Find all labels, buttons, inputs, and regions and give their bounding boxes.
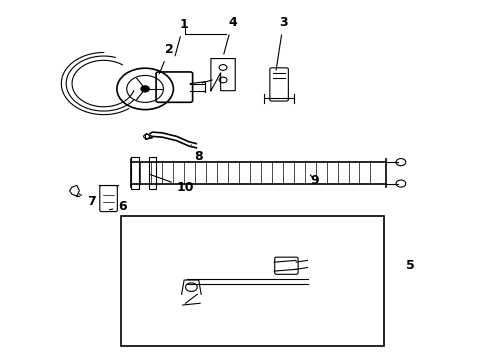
Text: 7: 7 bbox=[79, 194, 96, 208]
Text: 1: 1 bbox=[175, 18, 188, 56]
Text: 6: 6 bbox=[109, 201, 127, 213]
Text: 2: 2 bbox=[159, 43, 173, 74]
Text: 4: 4 bbox=[224, 17, 237, 54]
Text: 10: 10 bbox=[150, 175, 195, 194]
Bar bbox=[148, 157, 156, 189]
Text: 3: 3 bbox=[276, 17, 288, 70]
Text: 5: 5 bbox=[406, 259, 415, 272]
Bar bbox=[131, 157, 139, 189]
Bar bbox=[121, 216, 384, 346]
Text: 8: 8 bbox=[192, 145, 202, 163]
Circle shape bbox=[141, 86, 149, 92]
Text: 9: 9 bbox=[310, 174, 319, 186]
